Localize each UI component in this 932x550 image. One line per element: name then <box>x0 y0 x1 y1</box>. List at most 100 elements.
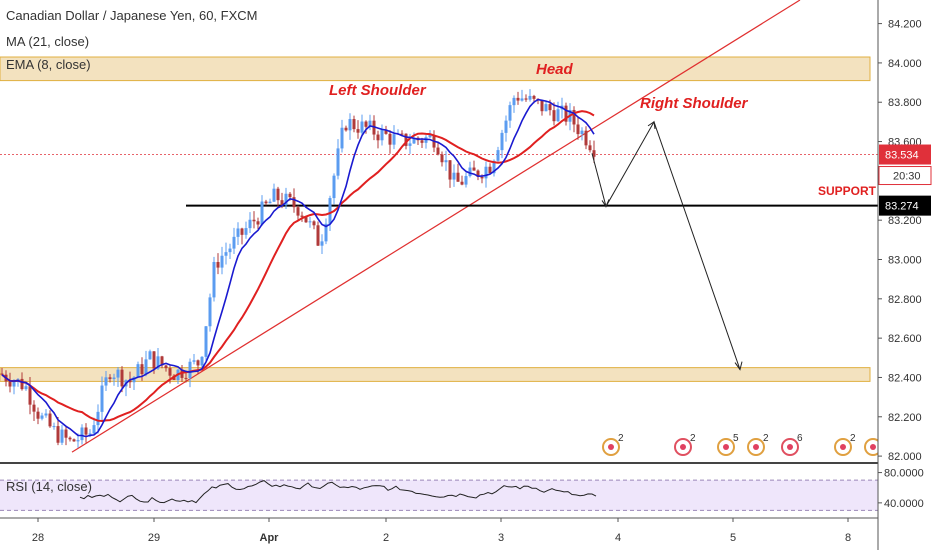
support-price-tag <box>879 195 931 216</box>
candle-body <box>376 134 380 141</box>
candle-body <box>112 377 116 379</box>
candle-body <box>404 133 408 146</box>
candle-body <box>544 104 548 112</box>
rsi-legend[interactable]: RSI (14, close) <box>6 479 92 494</box>
rsi-line <box>79 480 597 504</box>
event-marker-dot <box>680 444 686 450</box>
forecast-arrowhead <box>734 361 743 371</box>
ema-8-line <box>1 98 595 438</box>
candle-body <box>148 351 152 360</box>
candle-body <box>240 228 244 235</box>
annotations-layer: Left Shoulder Head Right Shoulder SUPPORT <box>329 61 877 371</box>
event-marker-count: 2 <box>763 433 769 444</box>
candle-body <box>232 236 236 249</box>
candle-body <box>268 201 272 204</box>
candle-body <box>80 427 84 441</box>
chart-title[interactable]: Canadian Dollar / Japanese Yen, 60, FXCM <box>6 8 258 23</box>
candle-body <box>448 160 452 180</box>
candle-body <box>92 425 96 434</box>
candle-body <box>348 119 352 131</box>
x-tick-label: 4 <box>615 532 621 544</box>
candle-body <box>420 140 424 143</box>
candle-body <box>368 120 372 127</box>
candle-body <box>556 109 560 122</box>
candle-body <box>392 134 396 145</box>
candle-body <box>532 95 536 99</box>
candle-body <box>512 97 516 106</box>
candle-body <box>20 378 24 390</box>
right-shoulder-label: Right Shoulder <box>640 95 749 112</box>
candle-body <box>312 221 316 226</box>
ema-legend[interactable]: EMA (8, close) <box>6 57 91 72</box>
candle-body <box>256 221 260 225</box>
y-tick-label: 83.800 <box>888 97 922 109</box>
candle-body <box>540 100 544 112</box>
candle-body <box>0 373 4 375</box>
candle-body <box>88 433 92 435</box>
left-shoulder-label: Left Shoulder <box>329 82 427 99</box>
y-tick-label: 82.600 <box>888 333 922 345</box>
candle-body <box>440 154 444 163</box>
candle-body <box>444 160 448 163</box>
candle-body <box>488 166 492 174</box>
candle-body <box>236 228 240 237</box>
candle-body <box>344 127 348 131</box>
candle-body <box>364 121 368 127</box>
candle-body <box>516 97 520 101</box>
candle-body <box>492 160 496 174</box>
countdown-tag <box>878 166 932 186</box>
candle-body <box>412 137 416 144</box>
candle-body <box>140 364 144 375</box>
candle-body <box>244 228 248 235</box>
rsi-band <box>0 480 878 511</box>
candle-body <box>224 252 228 256</box>
candle-body <box>168 368 172 376</box>
candle-body <box>64 429 68 438</box>
candle-body <box>380 129 384 141</box>
candle-body <box>160 356 164 366</box>
candle-body <box>324 223 328 242</box>
candle-body <box>132 377 136 383</box>
x-tick-label: 3 <box>498 532 504 544</box>
candle-body <box>84 427 88 435</box>
candle-body <box>340 127 344 149</box>
event-marker-count: 5 <box>733 433 739 444</box>
x-tick-label: 2 <box>383 532 389 544</box>
x-tick-label: 28 <box>32 532 44 544</box>
candle-body <box>196 360 200 366</box>
support-price-value: 83.274 <box>885 201 919 213</box>
candle-body <box>288 193 292 198</box>
candle-body <box>252 219 256 222</box>
candle-body <box>472 167 476 171</box>
candle-body <box>200 356 204 366</box>
candle-body <box>272 188 276 202</box>
candle-body <box>40 415 44 419</box>
candle-body <box>184 377 188 379</box>
candle-body <box>300 215 304 217</box>
y-tick-label: 82.400 <box>888 372 922 384</box>
candle-body <box>156 356 160 369</box>
candle-body <box>484 166 488 179</box>
ma-legend[interactable]: MA (21, close) <box>6 34 90 49</box>
candle-body <box>292 197 296 208</box>
event-marker-dot <box>870 444 876 450</box>
candle-body <box>44 413 48 416</box>
candle-body <box>508 105 512 121</box>
current-price-value: 83.534 <box>885 150 919 162</box>
event-marker-dot <box>608 444 614 450</box>
candle-body <box>564 105 568 122</box>
candle-body <box>524 98 528 100</box>
candle-body <box>384 129 388 134</box>
event-marker-count: 2 <box>618 433 624 444</box>
candle-body <box>96 411 100 426</box>
candle-body <box>460 181 464 185</box>
candle-body <box>128 380 132 383</box>
candle-body <box>284 193 288 206</box>
current-price-tag <box>879 144 931 165</box>
candle-body <box>504 120 508 133</box>
candle-body <box>316 225 320 246</box>
head-label: Head <box>536 61 574 78</box>
candle-body <box>452 172 456 180</box>
rsi-tick-label: 40.0000 <box>884 498 924 510</box>
